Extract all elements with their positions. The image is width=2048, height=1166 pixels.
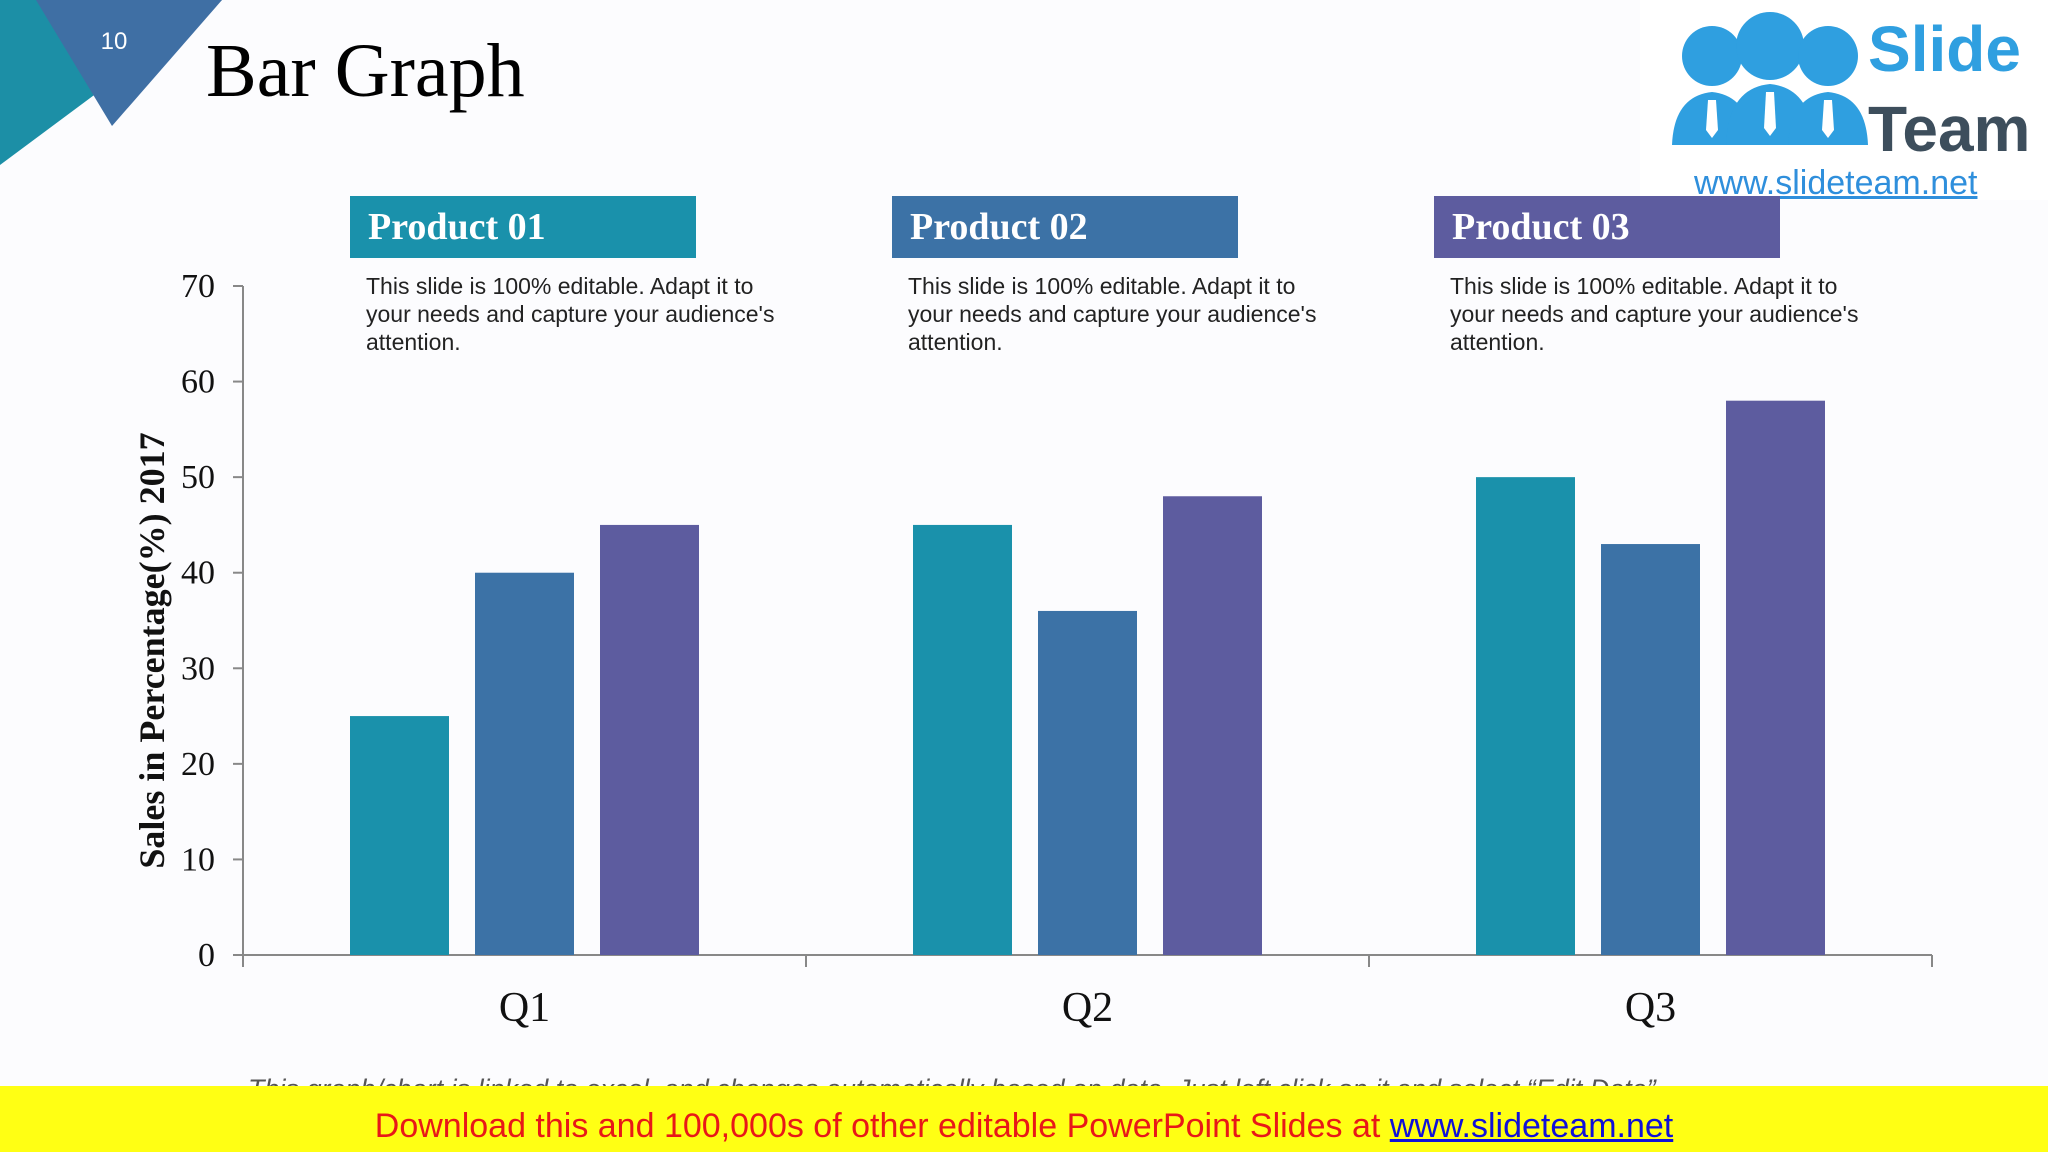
slideteam-logo: Slide Team www.slideteam.net (1640, 0, 2048, 202)
logo-text-team: Team (1868, 93, 2031, 165)
y-tick-label: 10 (181, 841, 215, 878)
y-tick-label: 0 (198, 937, 215, 974)
y-tick-label: 30 (181, 650, 215, 687)
y-tick-label: 50 (181, 459, 215, 496)
product-01-description: This slide is 100% editable. Adapt it to… (366, 273, 775, 355)
bar-q3-series-2 (1601, 544, 1700, 955)
x-tick-label: Q3 (1625, 985, 1676, 1031)
bar-q1-series-3 (600, 524, 699, 955)
bar-q2-series-2 (1038, 610, 1137, 955)
page-title: Bar Graph (206, 29, 525, 113)
x-tick-label: Q1 (499, 985, 550, 1031)
y-axis-title: Sales in Percentage(%) 2017 (132, 432, 172, 868)
y-tick-label: 40 (181, 555, 215, 592)
product-03-header: Product 03 (1434, 196, 1780, 258)
slide-number: 10 (100, 28, 128, 55)
bar-q2-series-1 (913, 524, 1012, 955)
product-01-header: Product 01 (350, 196, 696, 258)
product-02-description: This slide is 100% editable. Adapt it to… (908, 273, 1317, 355)
banner-link[interactable]: www.slideteam.net (1389, 1107, 1674, 1145)
bar-q2-series-3 (1163, 496, 1262, 955)
corner-blue-triangle (36, 0, 222, 126)
bar-q3-series-1 (1476, 477, 1575, 955)
bar-q1-series-2 (475, 572, 574, 955)
logo-text-slide: Slide (1868, 13, 2021, 85)
x-tick-label: Q2 (1062, 985, 1113, 1031)
bar-chart: 0 10 20 30 40 50 60 70 Sales in Percentage(%) 20… (132, 268, 1933, 1031)
y-tick-label: 70 (181, 268, 215, 305)
corner-decoration (0, 0, 222, 165)
banner-text: Download this and 100,000s of other edit… (374, 1107, 1390, 1145)
logo-url[interactable]: www.slideteam.net (1694, 164, 1978, 202)
bar-q1-series-1 (350, 716, 449, 955)
bar-q3-series-3 (1726, 400, 1825, 956)
y-tick-label: 20 (181, 746, 215, 783)
download-banner: Download this and 100,000s of other edit… (0, 1086, 2048, 1152)
y-tick-label: 60 (181, 364, 215, 401)
product-03-description: This slide is 100% editable. Adapt it to… (1450, 273, 1859, 355)
people-icon (1672, 12, 1868, 145)
product-02-header: Product 02 (892, 196, 1238, 258)
